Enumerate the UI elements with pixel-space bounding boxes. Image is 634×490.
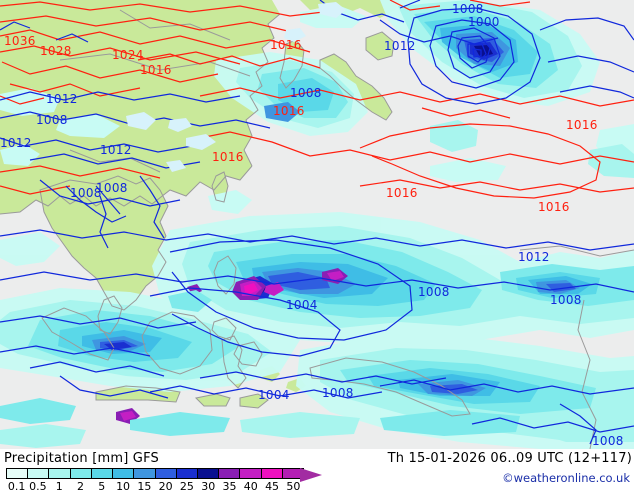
colorbar-segment [219, 469, 241, 478]
colorbar-tick: 1 [55, 480, 63, 490]
colorbar-tick: 50 [286, 480, 301, 490]
copyright-credit: ©weatheronline.co.uk [502, 471, 630, 485]
colorbar-tick-labels: 0.1 0.5 1 2 5 10 15 20 25 30 35 40 45 50 [0, 480, 320, 490]
isobar-low-layer [0, 0, 634, 445]
colorbar-segment [197, 469, 220, 478]
colorbar-tick: 15 [137, 480, 152, 490]
colorbar-segment [261, 469, 283, 478]
coastline-layer [0, 9, 634, 449]
colorbar-segment [28, 469, 50, 478]
colorbar-tick: 25 [179, 480, 194, 490]
colorbar-segment [134, 469, 156, 478]
colorbar-segment [91, 469, 114, 478]
colorbar-tick: 30 [201, 480, 216, 490]
precipitation-map[interactable]: 1036 1028 1024 1016 1016 1012 1008 1000 1012 1008… [0, 0, 634, 449]
map-canvas [0, 0, 634, 449]
colorbar-tick: 40 [243, 480, 258, 490]
map-footer: Precipitation [mm] GFS 0.1 0.5 1 2 5 10 15 20 25… [0, 449, 634, 490]
colorbar-overflow-arrow [300, 468, 322, 482]
colorbar-segment [7, 469, 29, 478]
colorbar-tick: 20 [158, 480, 173, 490]
precipitation-colorbar[interactable] [6, 468, 304, 479]
colorbar-segment [155, 469, 177, 478]
colorbar-segment [282, 469, 304, 478]
lake-layer [126, 2, 346, 172]
legend-title: Precipitation [mm] GFS [4, 451, 159, 466]
model-run-timestamp: Th 15-01-2026 06..09 UTC (12+117) [387, 451, 632, 466]
colorbar-tick: 5 [98, 480, 106, 490]
colorbar-tick: 2 [77, 480, 84, 490]
colorbar-tick: 10 [116, 480, 131, 490]
colorbar-segment [49, 469, 71, 478]
colorbar-tick: 0.1 [7, 480, 26, 490]
colorbar-segment [240, 469, 262, 478]
colorbar-segment [70, 469, 92, 478]
precip-wisps [0, 6, 634, 448]
colorbar-wrapper [6, 468, 304, 490]
colorbar-tick: 0.5 [29, 480, 47, 490]
colorbar-tick: 35 [222, 480, 237, 490]
colorbar-tick: 45 [265, 480, 280, 490]
colorbar-segment [176, 469, 198, 478]
colorbar-segment [113, 469, 135, 478]
